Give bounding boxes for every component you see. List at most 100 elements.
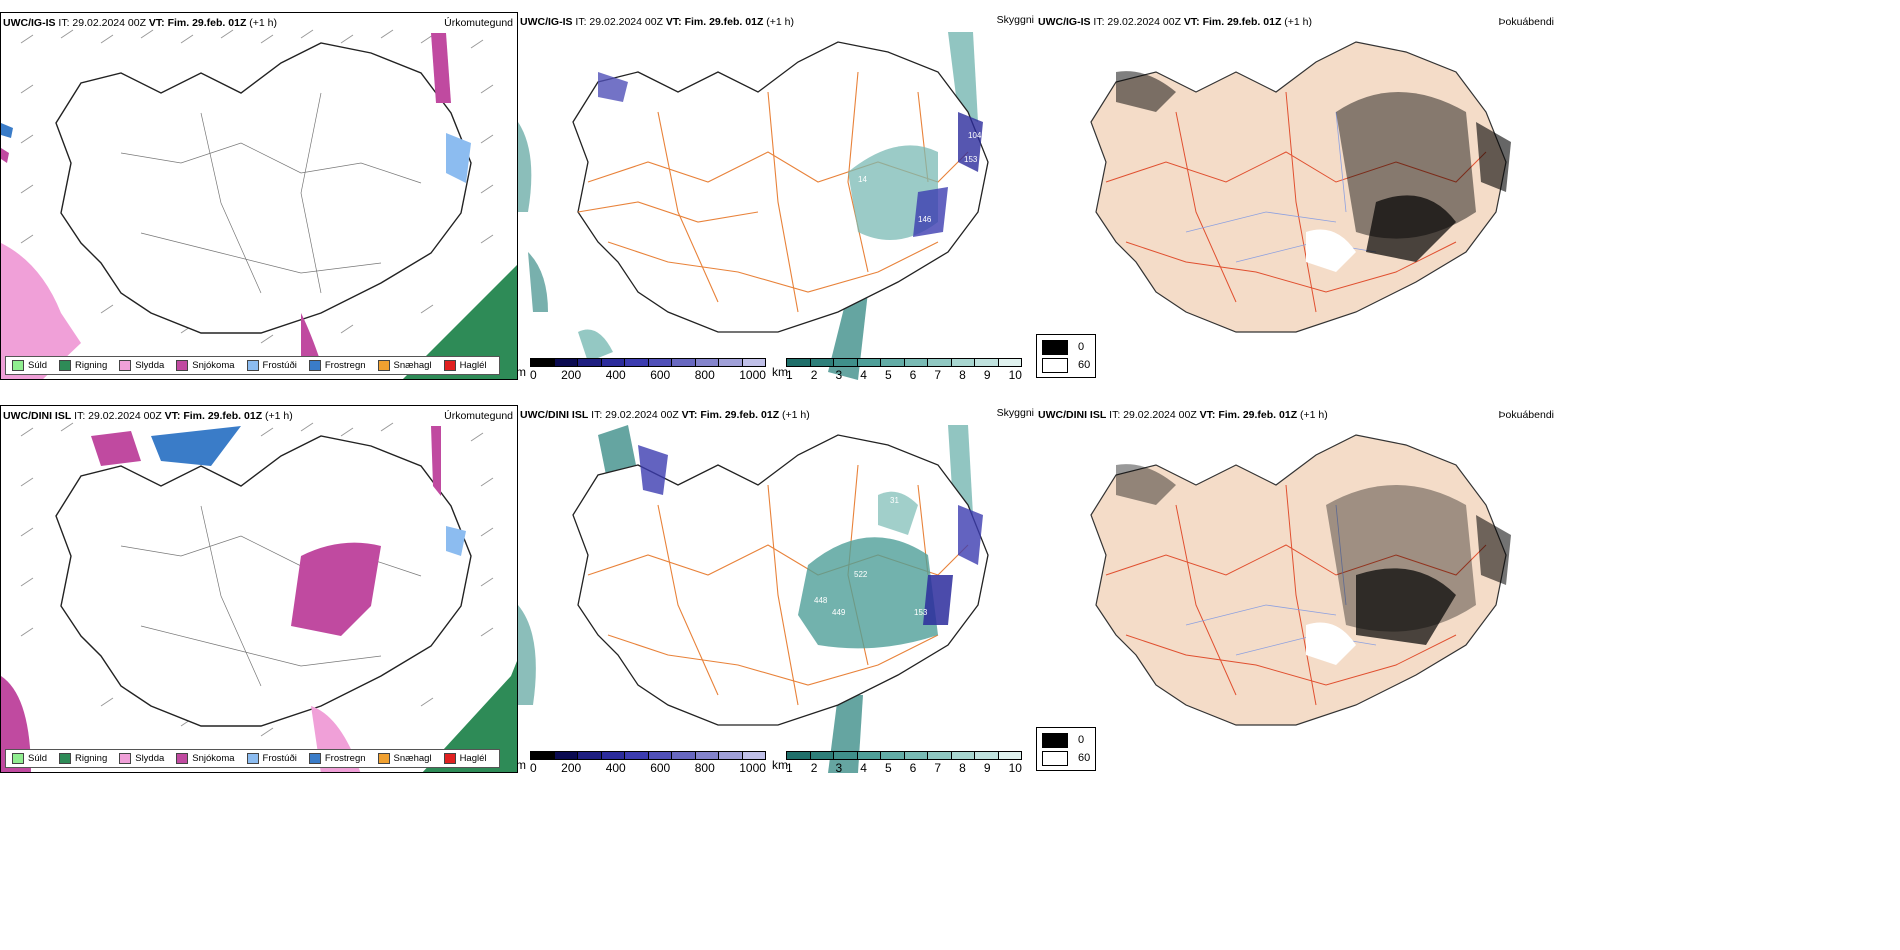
colorbar-cell [787, 752, 811, 759]
legend-label: Frostregn [324, 753, 366, 764]
colorbar-unit: km [772, 365, 788, 379]
lead-time: (+1 h) [1300, 409, 1328, 421]
colorbar-cell [648, 752, 672, 759]
colorbar-cell [648, 359, 672, 366]
legend-item: Slydda [119, 753, 164, 764]
vis-value: 104 [968, 131, 982, 140]
colorbar-cell [834, 359, 858, 366]
legend-item: Slydda [119, 360, 164, 371]
colorbar-cell [857, 752, 881, 759]
legend-label: Haglél [459, 360, 487, 371]
colorbar-cell [928, 752, 952, 759]
legend-label: Rigning [75, 753, 108, 764]
colorbar-cell [998, 359, 1021, 366]
legend-item: Frostregn [308, 360, 366, 371]
colorbar-tick: 1000 [739, 761, 766, 773]
colorbar-tick: 6 [909, 761, 917, 773]
lead-time: (+1 h) [782, 409, 810, 421]
model-name: UWC/DINI ISL [3, 410, 72, 422]
visibility-map-2: 522 448 449 153 31 [518, 425, 989, 773]
legend-swatch [176, 753, 189, 764]
init-time: IT: 29.02.2024 00Z [1109, 409, 1197, 421]
legend-item: Snjókoma [176, 753, 235, 764]
legend-item: Frostúði [246, 360, 297, 371]
legend-label: Rigning [75, 360, 108, 371]
legend-item: Snæhagl [377, 753, 432, 764]
model-name: UWC/IG-IS [3, 17, 56, 29]
legend-item: Súld [12, 360, 47, 371]
precip-type-panel-1: UWC/IG-IS IT: 29.02.2024 00Z VT: Fim. 29… [0, 12, 518, 380]
legend-swatch [377, 753, 390, 764]
model-name: UWC/DINI ISL [520, 409, 589, 421]
legend-label: Súld [28, 360, 48, 371]
legend-item: Haglél [443, 753, 487, 764]
legend-swatch [59, 360, 72, 371]
colorbar-cell [857, 359, 881, 366]
vis-value: 22 [566, 339, 575, 348]
colorbar-cell [601, 752, 625, 759]
colorbar-cell [881, 359, 905, 366]
panel-header: UWC/DINI ISL IT: 29.02.2024 00Z VT: Fim.… [3, 410, 293, 422]
colorbar-ticks: 1 2 3 4 5 6 7 8 9 10 [786, 761, 1022, 773]
init-time: IT: 29.02.2024 00Z [58, 17, 146, 29]
legend-item: Frostúði [246, 753, 297, 764]
lead-time: (+1 h) [249, 17, 278, 29]
precip-map-2 [1, 422, 517, 772]
fog-legend-label: 60 [1078, 359, 1091, 371]
colorbar-ticks: 0 200 400 600 800 1000 [530, 368, 766, 380]
colorbar-tick: 400 [605, 368, 626, 380]
panel-header: UWC/DINI ISL IT: 29.02.2024 00Z VT: Fim.… [520, 409, 810, 421]
colorbar-tick: 5 [884, 368, 892, 380]
legend-swatch [12, 360, 24, 371]
init-time: IT: 29.02.2024 00Z [575, 16, 663, 28]
colorbar-cell [810, 752, 834, 759]
precip-type-panel-2: UWC/DINI ISL IT: 29.02.2024 00Z VT: Fim.… [0, 405, 518, 773]
colorbar-cells [786, 751, 1022, 760]
vis-value: 153 [914, 608, 928, 617]
colorbar-cell [531, 752, 555, 759]
precip-legend: Súld Rigning Slydda Snjókoma Frostúði Frostre… [5, 356, 500, 375]
colorbar-cell [904, 359, 928, 366]
colorbar-cell [904, 752, 928, 759]
colorbar-cell [975, 752, 999, 759]
legend-item: Rigning [59, 360, 107, 371]
legend-swatch [308, 360, 321, 371]
model-name: UWC/DINI ISL [1038, 409, 1107, 421]
legend-label: Haglél [459, 753, 487, 764]
legend-swatch [377, 360, 390, 371]
panel-title-precip: Úrkomutegund [444, 410, 513, 422]
colorbar-tick: 200 [561, 761, 582, 773]
colorbar-cell [719, 752, 743, 759]
fog-legend-swatch [1042, 357, 1068, 373]
fog-legend-label: 0 [1078, 341, 1085, 353]
colorbar-tick: 6 [909, 368, 917, 380]
legend-label: Snjókoma [192, 753, 235, 764]
colorbar-tick: 10 [1008, 761, 1022, 773]
colorbar-cell [810, 359, 834, 366]
colorbar-tick: 2 [810, 761, 818, 773]
precip-map-1 [1, 29, 517, 379]
colorbar-unit: km [772, 758, 788, 772]
legend-swatch [119, 360, 132, 371]
panel-title-fog: Þokuábendi [1498, 16, 1554, 28]
panel-title-fog: Þokuábendi [1498, 409, 1554, 421]
colorbar-tick: 10 [1008, 368, 1022, 380]
vis-value: 146 [918, 215, 932, 224]
colorbar-cells [786, 358, 1022, 367]
fog-map-1 [1090, 41, 1511, 333]
iceland-outline-1b [572, 41, 989, 333]
colorbar-tick: 9 [983, 761, 991, 773]
colorbar-cell [951, 359, 975, 366]
colorbar-tick: 5 [884, 761, 892, 773]
colorbar-tick: 1 [786, 761, 793, 773]
legend-swatch [443, 753, 456, 764]
fog-legend: 0 60 [1036, 727, 1097, 771]
iceland-fill-2 [1090, 434, 1507, 726]
model-name: UWC/IG-IS [520, 16, 573, 28]
colorbar-unit: m [518, 365, 526, 379]
vis-value: 14 [858, 175, 867, 184]
colorbar-tick: 600 [650, 761, 671, 773]
colorbar-cell [672, 359, 696, 366]
colorbar-cell [554, 359, 578, 366]
panel-title-precip: Úrkomutegund [444, 17, 513, 29]
